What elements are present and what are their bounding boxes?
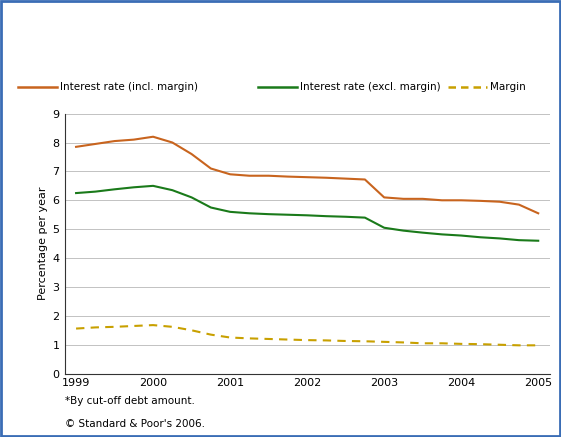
Y-axis label: Percentage per year: Percentage per year bbox=[38, 187, 48, 300]
Text: Interest rate (excl. margin): Interest rate (excl. margin) bbox=[300, 83, 441, 92]
Text: Chart 1: Weighted-Average Interest Rate, Interest Rate Before Margin, and Loan: Chart 1: Weighted-Average Interest Rate,… bbox=[10, 21, 547, 34]
Text: Margin*: Margin* bbox=[10, 52, 62, 65]
Text: Margin: Margin bbox=[490, 83, 526, 92]
Text: *By cut-off debt amount.: *By cut-off debt amount. bbox=[65, 396, 195, 406]
Text: © Standard & Poor's 2006.: © Standard & Poor's 2006. bbox=[65, 419, 205, 429]
Text: Interest rate (incl. margin): Interest rate (incl. margin) bbox=[60, 83, 198, 92]
